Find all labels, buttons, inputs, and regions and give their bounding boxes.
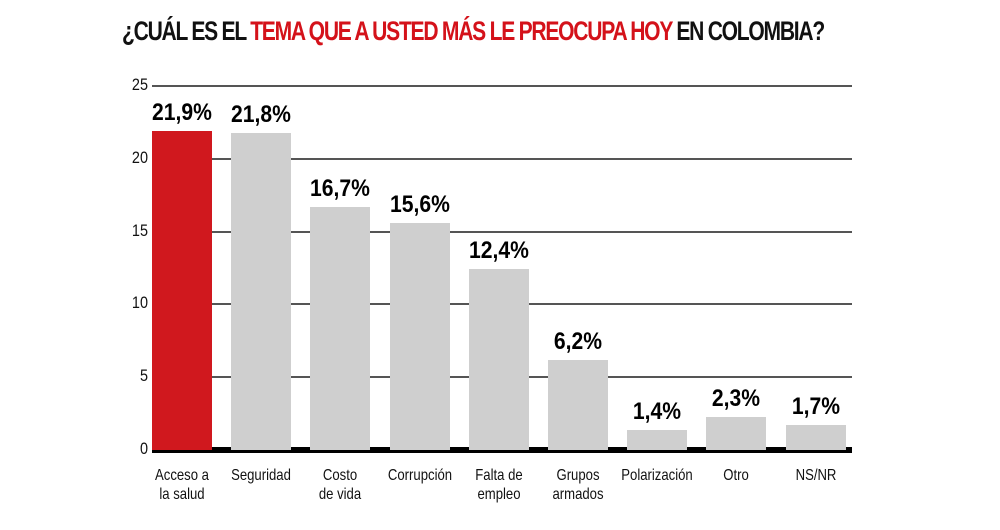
y-tick-label: 10	[131, 293, 148, 313]
title-part-2-highlight: TEMA QUE A USTED MÁS LE PREOCUPA HOY	[250, 16, 673, 46]
category-label-line: armados	[552, 486, 604, 503]
gridline	[152, 230, 852, 233]
category-label-line: NS/NR	[795, 467, 837, 484]
bar-7	[706, 416, 767, 450]
category-label: Seguridad	[220, 466, 302, 485]
title-part-1: ¿CUÁL ES EL	[122, 16, 251, 46]
category-label-line: Costo	[323, 467, 358, 484]
category-label-line: Corrupción	[387, 467, 452, 484]
y-tick-label: 25	[131, 75, 148, 94]
category-label-line: Grupos	[556, 467, 600, 484]
category-label: Polarización	[616, 466, 698, 485]
x-axis-baseline	[152, 447, 852, 453]
y-tick-label: 0	[139, 439, 148, 458]
category-label-line: Falta de	[475, 467, 523, 484]
value-label: 16,7%	[310, 174, 371, 202]
value-label: 15,6%	[389, 190, 450, 218]
y-tick-label: 15	[131, 220, 148, 240]
value-label: 21,9%	[152, 99, 212, 127]
category-label: Acceso a la salud	[141, 466, 223, 504]
chart-title: ¿CUÁL ES EL TEMA QUE A USTED MÁS LE PREO…	[122, 16, 825, 47]
value-label: 1,7%	[791, 393, 840, 421]
category-label: NS/NR	[775, 466, 857, 485]
category-label-line: de vida	[319, 486, 362, 503]
category-label-line: Acceso a	[155, 467, 209, 484]
value-label: 21,8%	[231, 100, 292, 128]
category-label-line: la salud	[159, 486, 205, 503]
category-label-line: Otro	[723, 467, 750, 484]
title-part-3: EN COLOMBIA?	[671, 16, 825, 46]
y-tick-label: 20	[131, 147, 148, 167]
value-label: 2,3%	[712, 384, 761, 412]
category-label-line: Seguridad	[231, 467, 292, 484]
bar-4	[468, 269, 529, 450]
bar-8	[785, 425, 846, 450]
value-label: 12,4%	[468, 237, 529, 265]
bar-3	[389, 222, 450, 450]
gridline	[152, 157, 852, 160]
category-label: Corrupción	[379, 466, 461, 485]
bar-5	[548, 359, 608, 450]
category-label: Falta de empleo	[458, 466, 540, 504]
bar-0	[152, 131, 212, 450]
bar-6	[627, 429, 688, 450]
category-label-line: Polarización	[621, 467, 693, 484]
y-tick-label: 5	[139, 366, 148, 386]
bar-2	[310, 206, 371, 450]
category-label: Otro	[695, 466, 777, 485]
category-label-line: empleo	[477, 486, 521, 503]
gridline	[152, 85, 852, 87]
value-label: 1,4%	[633, 397, 682, 425]
value-label: 6,2%	[553, 327, 603, 355]
category-label: Costo de vida	[299, 466, 381, 504]
bar-1	[231, 132, 292, 450]
category-label: Grupos armados	[537, 466, 619, 504]
